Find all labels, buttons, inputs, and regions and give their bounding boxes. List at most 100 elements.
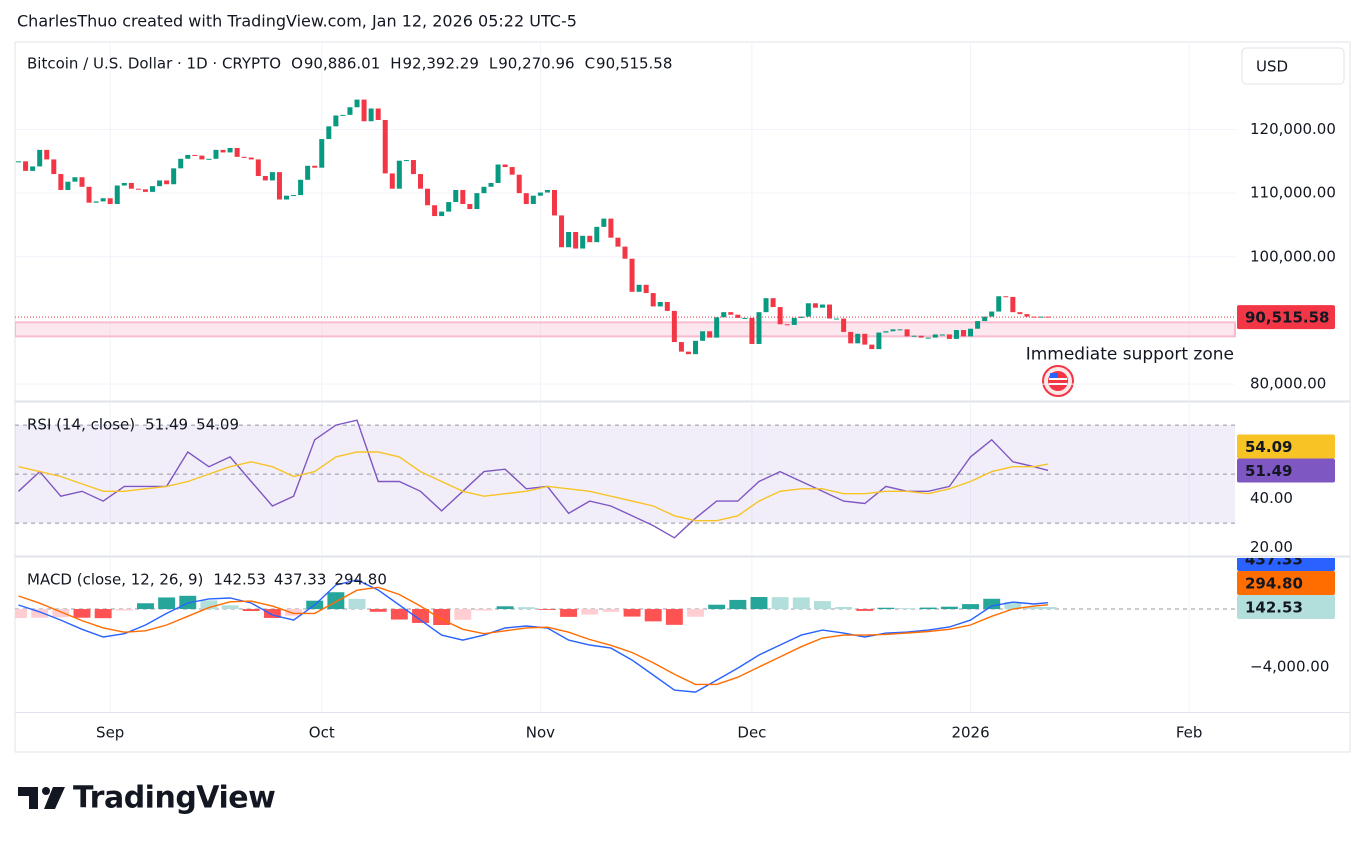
flag-canton (1050, 373, 1058, 378)
legend-text: 90,886.01 (304, 55, 380, 73)
histogram-bar (412, 609, 429, 623)
histogram-bar (898, 608, 916, 610)
legend-text: 90,270.96 (498, 55, 574, 73)
y-tick-label: 100,000.00 (1250, 247, 1336, 265)
candle (23, 161, 29, 171)
price-badge (1237, 558, 1335, 571)
candle (657, 301, 663, 307)
currency-label[interactable]: USD (1256, 58, 1288, 76)
candle (601, 218, 607, 227)
candle (262, 175, 268, 181)
currency-button[interactable]: USD (1241, 47, 1345, 85)
price-badge (1237, 305, 1335, 330)
candle (862, 333, 868, 345)
pane: −4,000.00 (15, 579, 1329, 693)
candle (883, 331, 889, 333)
candle (121, 182, 127, 186)
histogram-bar (221, 605, 239, 610)
legend-text: Bitcoin / U.S. Dollar · 1D · CRYPTO (27, 55, 281, 73)
legend-text: 51.49 (145, 416, 188, 434)
histogram-bar (919, 607, 937, 610)
legend-text: L (489, 55, 498, 73)
candle (16, 161, 22, 163)
candle (777, 307, 783, 325)
support-zone (15, 321, 1236, 338)
histogram-bar (348, 598, 366, 610)
candle (114, 185, 120, 204)
histogram-bar (983, 598, 1001, 610)
candle (664, 301, 670, 311)
candle (107, 198, 113, 204)
candle (1024, 314, 1030, 317)
histogram-bar (52, 609, 70, 618)
candle (502, 164, 508, 168)
candle (234, 147, 240, 157)
candle (622, 246, 628, 259)
candle (128, 182, 134, 189)
histogram-bar (792, 597, 810, 610)
histogram-bar (771, 597, 789, 610)
candle (248, 157, 254, 160)
y-tick-label: 40.00 (1250, 489, 1293, 507)
price-badge (1237, 570, 1335, 595)
candle (707, 331, 713, 338)
x-tick-label: Feb (1176, 724, 1203, 742)
candle (721, 312, 727, 318)
candle (841, 318, 847, 332)
histogram-bar (708, 604, 726, 610)
histogram-bar (496, 606, 514, 610)
histogram-bar (560, 609, 578, 617)
candle (714, 317, 720, 338)
candle (559, 215, 565, 248)
candle (918, 335, 924, 338)
price-badge-label: 437.33 (1245, 550, 1303, 568)
candle (298, 179, 304, 196)
candle (1031, 316, 1037, 318)
candle (255, 159, 261, 176)
histogram-bar (962, 604, 980, 610)
histogram-bar (263, 609, 281, 618)
candle (544, 189, 550, 193)
candle (417, 174, 423, 189)
logo-mark (44, 787, 65, 809)
legend-text: MACD (close, 12, 26, 9) (27, 571, 203, 589)
candle (269, 172, 275, 181)
candle (869, 344, 875, 350)
x-tick-label: Oct (309, 724, 335, 742)
badges: 51.49 54.09 (1237, 434, 1335, 483)
candle (150, 186, 156, 192)
histogram-bar (73, 609, 91, 618)
candle (178, 158, 184, 169)
candle (855, 333, 861, 344)
candle (312, 165, 318, 168)
histogram-bar (517, 607, 535, 610)
candle (284, 195, 290, 200)
candle (629, 258, 635, 292)
x-tick-label: 2026 (951, 724, 989, 742)
candle (946, 334, 952, 339)
candle (643, 284, 649, 294)
candle (784, 324, 790, 326)
candle (594, 226, 600, 243)
candle (291, 195, 297, 197)
candle (65, 181, 71, 190)
histogram-bar (856, 609, 874, 611)
candle (439, 211, 445, 217)
candle (827, 304, 833, 319)
candle (848, 331, 854, 344)
histogram-bar (1025, 606, 1043, 610)
candle (410, 160, 416, 175)
candle (44, 149, 50, 160)
logo-mark (42, 787, 50, 795)
histogram-bar (285, 609, 303, 616)
candle (650, 293, 656, 307)
candle (326, 126, 332, 140)
histogram-bar (31, 609, 49, 618)
candle (939, 334, 945, 336)
candle (890, 329, 896, 332)
currency-button-box[interactable] (1241, 47, 1345, 85)
candle (446, 202, 452, 212)
candle (347, 107, 353, 115)
y-tick-label: −4,000.00 (1250, 658, 1329, 676)
candle (93, 201, 99, 203)
